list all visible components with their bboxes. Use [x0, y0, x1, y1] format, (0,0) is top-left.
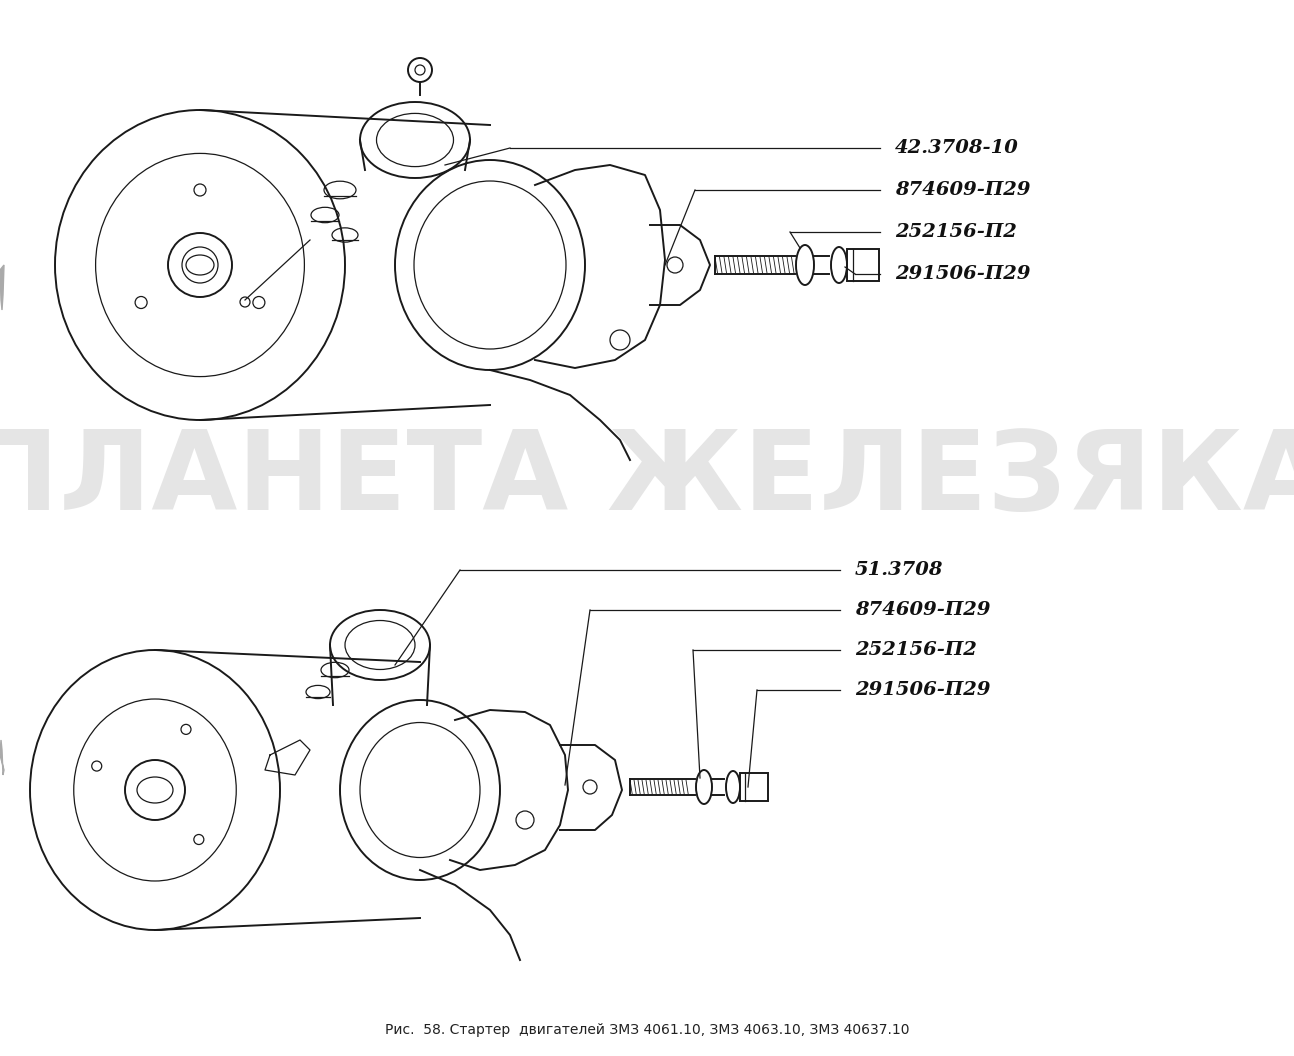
- Text: 874609-П29: 874609-П29: [855, 601, 990, 619]
- Text: 291506-П29: 291506-П29: [855, 681, 990, 699]
- Text: 42.3708-10: 42.3708-10: [895, 139, 1018, 157]
- Text: 252156-П2: 252156-П2: [895, 223, 1017, 241]
- Bar: [740, 773, 769, 802]
- Text: 252156-П2: 252156-П2: [855, 641, 977, 659]
- Text: ПЛАНЕТА ЖЕЛЕЗЯКА: ПЛАНЕТА ЖЕЛЕЗЯКА: [0, 427, 1294, 533]
- Text: 291506-П29: 291506-П29: [895, 265, 1030, 283]
- Polygon shape: [0, 740, 4, 775]
- Text: 874609-П29: 874609-П29: [895, 181, 1030, 199]
- Polygon shape: [0, 265, 4, 310]
- Bar: [848, 249, 879, 281]
- Text: 51.3708: 51.3708: [855, 561, 943, 579]
- Text: Рис.  58. Стартер  двигателей ЗМЗ 4061.10, ЗМЗ 4063.10, ЗМЗ 40637.10: Рис. 58. Стартер двигателей ЗМЗ 4061.10,…: [384, 1023, 910, 1037]
